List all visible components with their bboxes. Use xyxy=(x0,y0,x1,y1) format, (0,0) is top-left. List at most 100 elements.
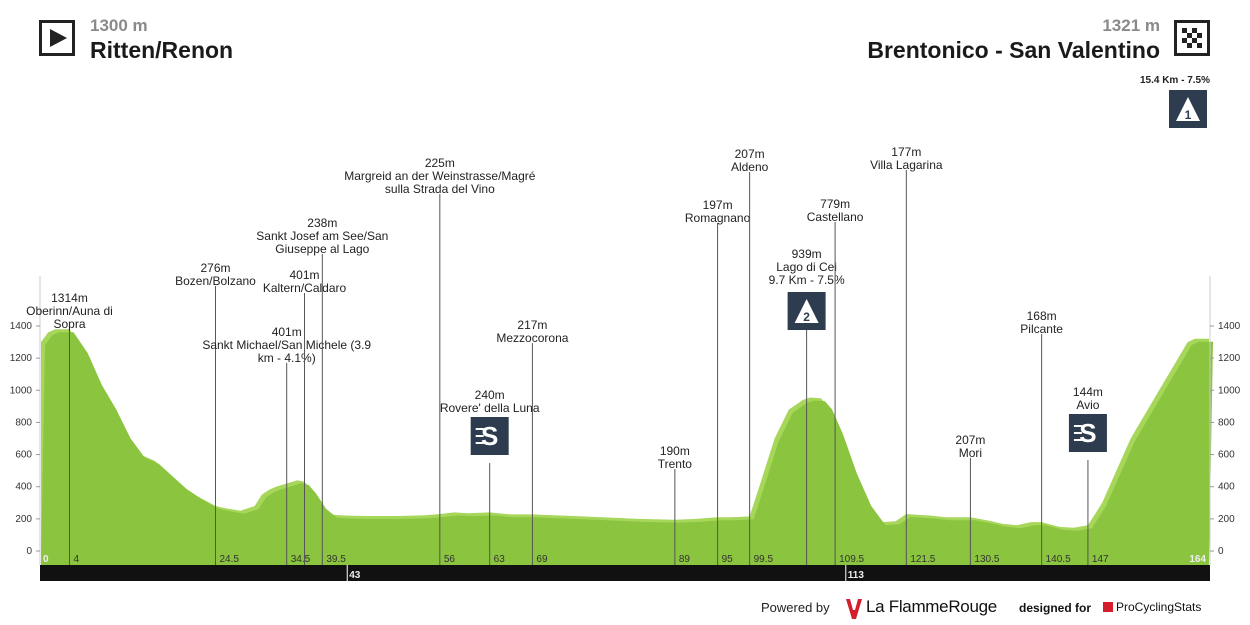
footer-designed-for: designed for xyxy=(1019,601,1092,615)
waypoint-label: 190m xyxy=(660,444,690,458)
waypoint-km-label: 24.5 xyxy=(219,554,239,565)
waypoint-km-label: 95 xyxy=(722,554,734,565)
waypoint-label: 217m xyxy=(517,318,547,332)
y-tick-label-right: 1400 xyxy=(1218,321,1241,332)
waypoint-label: Oberinn/Auna di xyxy=(26,304,113,318)
waypoint-label: 197m xyxy=(703,198,733,212)
finish-climb-category-icon: 1 xyxy=(1169,90,1207,128)
bar-mark-label: 43 xyxy=(349,570,361,581)
profile-area-dark xyxy=(41,332,1213,565)
y-tick-label-right: 800 xyxy=(1218,417,1235,428)
bar-mark-label: 113 xyxy=(848,570,865,581)
y-tick-label-left: 1200 xyxy=(10,353,33,364)
climb-triangle xyxy=(794,299,819,323)
waypoint-km-label: 121.5 xyxy=(910,554,935,565)
waypoint-km-label: 99.5 xyxy=(754,554,774,565)
waypoint-km-label: 147 xyxy=(1092,554,1109,565)
waypoint-km-label: 140.5 xyxy=(1046,554,1071,565)
waypoint-km-label: 109.5 xyxy=(839,554,864,565)
finish-header: 1321 m Brentonico - San Valentino xyxy=(867,16,1160,64)
finish-climb-triangle xyxy=(1176,97,1200,121)
y-tick-label-left: 1000 xyxy=(10,385,33,396)
waypoint-label: Bozen/Bolzano xyxy=(175,274,256,288)
waypoint-label: Sankt Michael/San Michele (3.9 xyxy=(202,338,371,352)
y-tick-label-left: 800 xyxy=(15,417,32,428)
waypoint-km-label: 89 xyxy=(679,554,691,565)
start-name: Ritten/Renon xyxy=(90,37,234,63)
sprint-icon: S xyxy=(470,417,509,455)
finish-name: Brentonico - San Valentino xyxy=(867,37,1160,63)
waypoint-label: 401m xyxy=(272,325,302,339)
distance-bar xyxy=(40,565,1210,581)
finish-climb-category-number: 1 xyxy=(1185,108,1192,122)
waypoint-label: Lago di Cei xyxy=(776,260,837,274)
waypoint-km-label: 39.5 xyxy=(326,554,346,565)
waypoint-label: 240m xyxy=(475,388,505,402)
finish-flag-icon xyxy=(1174,20,1210,56)
waypoint-km-label: 4 xyxy=(73,554,79,565)
y-tick-label-left: 400 xyxy=(15,482,32,493)
waypoint-label: 225m xyxy=(425,156,455,170)
waypoint-label: 144m xyxy=(1073,385,1103,399)
waypoint-km-label: 34.5 xyxy=(291,554,311,565)
start-header: 1300 m Ritten/Renon xyxy=(90,16,233,64)
y-tick-label-right: 0 xyxy=(1218,546,1224,557)
finish-elevation: 1321 m xyxy=(1102,16,1160,35)
y-tick-label-left: 0 xyxy=(26,546,32,557)
waypoint-label: 939m xyxy=(792,247,822,261)
waypoint-label: Romagnano xyxy=(685,211,751,225)
waypoint-label: 276m xyxy=(200,261,230,275)
y-tick-label-left: 200 xyxy=(15,514,32,525)
y-tick-label-right: 600 xyxy=(1218,450,1235,461)
waypoint-label: Aldeno xyxy=(731,160,769,174)
y-tick-label-right: 1200 xyxy=(1218,353,1241,364)
waypoint-label: sulla Strada del Vino xyxy=(385,182,495,196)
footer-powered-by: Powered by xyxy=(761,600,830,615)
start-elevation: 1300 m xyxy=(90,16,148,35)
waypoint-label: Margreid an der Weinstrasse/Magré xyxy=(344,169,536,183)
waypoint-label: 238m xyxy=(307,216,337,230)
y-tick-label-left: 600 xyxy=(15,450,32,461)
waypoint-label: Sopra xyxy=(53,317,85,331)
waypoint-label: 207m xyxy=(955,433,985,447)
y-tick-label-right: 400 xyxy=(1218,482,1235,493)
waypoint-label: 9.7 Km - 7.5% xyxy=(769,273,845,287)
finish-climb-info: 15.4 Km - 7.5% xyxy=(1139,75,1210,86)
bar-mark-label: 0 xyxy=(43,554,49,565)
waypoint-label: Pilcante xyxy=(1020,322,1063,336)
waypoint-km-label: 69 xyxy=(536,554,548,565)
y-tick-label-right: 1000 xyxy=(1218,385,1241,396)
y-tick-label-right: 200 xyxy=(1218,514,1235,525)
waypoint-label: Rovere' della Luna xyxy=(440,401,540,415)
waypoint-label: Kaltern/Caldaro xyxy=(263,281,347,295)
y-tick-label-left: 1400 xyxy=(10,321,33,332)
start-flag-icon xyxy=(39,20,75,56)
climb-category-number: 2 xyxy=(803,310,810,324)
waypoint-label: Mezzocorona xyxy=(496,331,568,345)
waypoint-km-label: 63 xyxy=(494,554,506,565)
waypoint-label: Giuseppe al Lago xyxy=(275,242,369,256)
waypoint-label: 207m xyxy=(735,147,765,161)
waypoint-label: Avio xyxy=(1076,398,1099,412)
waypoint-label: Sankt Josef am See/San xyxy=(256,229,388,243)
waypoint-label: 168m xyxy=(1027,309,1057,323)
waypoint-label: 401m xyxy=(289,268,319,282)
sprint-icon: S xyxy=(1068,414,1107,452)
waypoint-label: Villa Lagarina xyxy=(870,158,943,172)
waypoint-label: Trento xyxy=(658,457,693,471)
waypoint-label: 177m xyxy=(891,145,921,159)
waypoint-km-label: 130.5 xyxy=(974,554,999,565)
sprint-letter: S xyxy=(481,421,498,451)
pcs-logo xyxy=(1103,602,1113,612)
waypoint-label: km - 4.1%) xyxy=(258,351,316,365)
waypoint-km-label: 56 xyxy=(444,554,456,565)
footer-brand: La FlammeRouge xyxy=(866,597,997,616)
waypoint-label: Castellano xyxy=(807,210,864,224)
flamme-rouge-logo-icon xyxy=(846,599,862,619)
climb-category-icon: 2 xyxy=(787,292,826,330)
bar-mark-label: 164 xyxy=(1189,554,1206,565)
sprint-letter: S xyxy=(1079,418,1096,448)
waypoint-label: 1314m xyxy=(51,291,88,305)
waypoint-label: 779m xyxy=(820,197,850,211)
